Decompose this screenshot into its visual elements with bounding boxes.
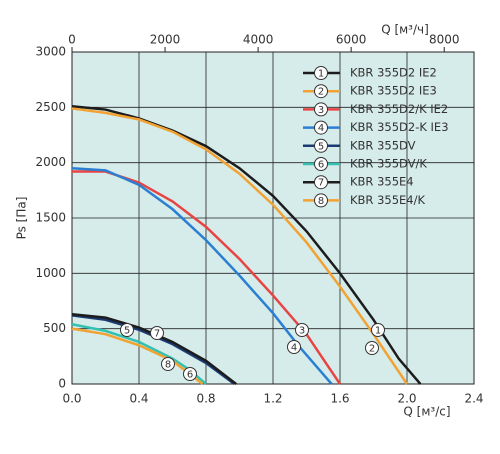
x-axis-label: Q [м³/с]: [403, 405, 450, 419]
x2-axis-label: Q [м³/ч]: [381, 23, 429, 37]
x2-tick-label: 6000: [336, 33, 367, 47]
curve-badge-label: 6: [187, 370, 193, 381]
curve-badge-label: 8: [318, 196, 324, 207]
curve-badge-label: 6: [318, 160, 324, 171]
curve-badge: [150, 326, 164, 340]
x2-tick-label: 0: [68, 33, 76, 47]
curve-badge: [314, 175, 328, 190]
curve-badge-label: 1: [318, 69, 324, 80]
curve-badge: [120, 323, 134, 337]
curve-badge: [314, 138, 328, 153]
legend-label: KBR 355D2-K IE3: [350, 120, 449, 134]
y-tick-label: 0: [58, 377, 66, 391]
x2-tick-label: 8000: [429, 33, 460, 47]
x-tick-label: 1.6: [330, 392, 349, 406]
curve-badge: [365, 341, 379, 355]
curve-badge: [314, 84, 328, 99]
x-tick-label: 0.4: [129, 392, 148, 406]
series-line: [71, 107, 409, 385]
legend-label: KBR 355D2 IE3: [350, 84, 437, 98]
y-tick-label: 500: [43, 321, 66, 335]
curve-badge: [295, 323, 309, 337]
curve-badge: [314, 157, 328, 171]
legend-label: KBR 355D2 IE2: [350, 66, 437, 80]
y-tick-label: 2500: [35, 100, 66, 114]
curve-badge-label: 8: [165, 360, 171, 371]
curve-badge-label: 1: [375, 326, 381, 337]
legend-label: KBR 355E4: [350, 175, 414, 189]
curve-badge-label: 4: [291, 343, 297, 354]
x2-tick-label: 2000: [150, 33, 181, 47]
y-axis-label: Ps [Па]: [15, 197, 29, 240]
legend-label: KBR 355D2/K IE2: [350, 102, 448, 116]
curve-badge-label: 7: [154, 329, 160, 340]
curve-badge-label: 2: [318, 87, 324, 98]
plot-frame: [71, 51, 475, 385]
x-tick-label: 0.0: [62, 392, 81, 406]
series-line: [71, 327, 204, 385]
curve-badge: [161, 357, 175, 371]
curve-badge: [371, 323, 385, 337]
series-line: [71, 166, 333, 385]
curve-badge-label: 3: [318, 105, 324, 116]
legend-label: KBR 355DV/K: [350, 157, 427, 171]
curve-badge: [183, 367, 197, 381]
curve-badge-label: 7: [318, 178, 324, 189]
curve-badge-label: 5: [318, 141, 324, 152]
x-tick-label: 2.0: [397, 392, 416, 406]
y-tick-label: 2000: [35, 155, 66, 169]
curve-badge-label: 2: [369, 344, 375, 355]
curve-badge-label: 3: [299, 326, 305, 337]
curve-badge: [314, 120, 328, 135]
y-tick-label: 1500: [35, 211, 66, 225]
y-tick-label: 1000: [35, 266, 66, 280]
y-tick-label: 3000: [35, 45, 66, 59]
curve-badge: [314, 102, 328, 117]
curve-badge-label: 4: [318, 123, 324, 134]
curve-badge: [287, 340, 301, 354]
x-tick-label: 0.8: [196, 392, 215, 406]
legend-label: KBR 355DV: [350, 138, 416, 152]
x-tick-label: 2.4: [464, 392, 483, 406]
curve-badge: [314, 66, 328, 80]
x2-tick-label: 4000: [243, 33, 274, 47]
legend-label: KBR 355E4/K: [350, 193, 425, 207]
x-tick-label: 1.2: [263, 392, 282, 406]
curve-badge-label: 5: [124, 326, 130, 337]
curve-badge: [314, 193, 328, 208]
